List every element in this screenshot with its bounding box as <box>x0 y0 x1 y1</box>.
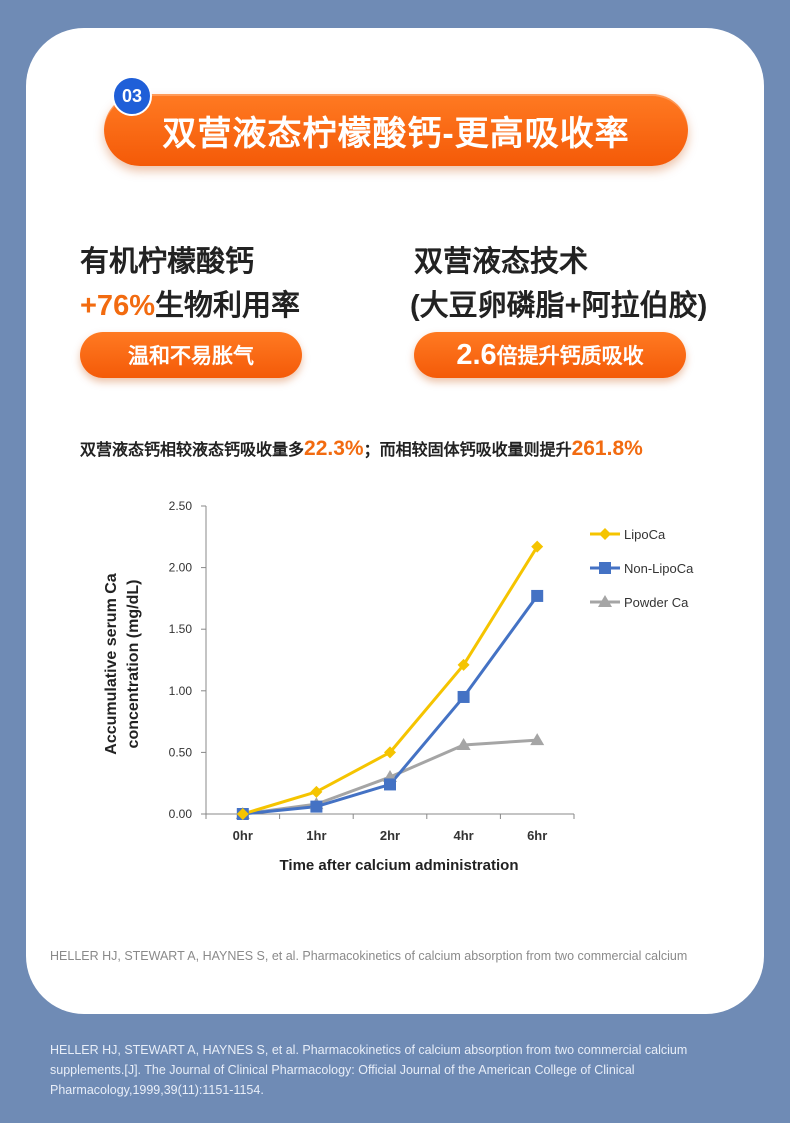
data-point-lipoca <box>457 658 470 671</box>
legend-marker <box>598 595 612 607</box>
summary-text-2: ；而相较固体钙吸收量则提升 <box>363 442 572 459</box>
right-feature-subtitle: (大豆卵磷脂+阿拉伯胶) <box>410 290 708 322</box>
left-feature-title: 有机柠檬酸钙 <box>80 246 255 278</box>
x-tick-label: 0hr <box>233 828 253 843</box>
bioavailability-label: 生物利用率 <box>154 290 300 322</box>
gentle-pill: 温和不易胀气 <box>80 332 302 378</box>
absorption-chart: Accumulative serum Ca concentration (mg/… <box>92 488 712 888</box>
reference-inline: HELLER HJ, STEWART A, HAYNES S, et al. P… <box>50 949 688 963</box>
legend-label: LipoCa <box>624 527 666 542</box>
reference-full: HELLER HJ, STEWART A, HAYNES S, et al. P… <box>50 1043 688 1097</box>
data-point-non-lipoca <box>310 800 323 813</box>
data-point-lipoca <box>310 785 323 798</box>
y-tick-label: 1.50 <box>169 622 193 636</box>
x-tick-label: 2hr <box>380 828 400 843</box>
y-tick-label: 0.50 <box>169 745 193 759</box>
y-tick-label: 1.00 <box>169 684 193 698</box>
data-point-non-lipoca <box>457 690 470 703</box>
data-point-lipoca <box>531 540 544 553</box>
legend-label: Powder Ca <box>624 595 689 610</box>
legend-label: Non-LipoCa <box>624 561 694 576</box>
x-tick-label: 6hr <box>527 828 547 843</box>
data-point-lipoca <box>236 808 249 820</box>
data-point-powder-ca <box>530 733 545 746</box>
y-axis-label-line2: concentration (mg/dL) <box>125 580 142 749</box>
y-axis-label-line1: Accumulative serum Ca <box>103 573 120 755</box>
section-number-badge: 03 <box>112 76 152 116</box>
comparison-summary: 双营液态钙相较液态钙吸收量多22.3%；而相较固体钙吸收量则提升261.8% <box>80 436 720 461</box>
summary-text-1: 双营液态钙相较液态钙吸收量多 <box>80 442 305 459</box>
data-point-lipoca <box>384 746 396 759</box>
data-point-powder-ca <box>456 738 471 751</box>
title-banner: 双营液态柠檬酸钙-更高吸收率 <box>104 94 688 166</box>
chart-svg: Accumulative serum Ca concentration (mg/… <box>103 499 694 874</box>
absorption-pill: 2.6 倍提升钙质吸收 <box>414 332 686 378</box>
x-axis-label: Time after calcium administration <box>280 857 519 874</box>
left-feature-subtitle: +76%生物利用率 <box>80 282 300 324</box>
right-feature-title: 双营液态技术 <box>414 246 589 278</box>
legend-marker <box>599 562 611 574</box>
data-point-non-lipoca <box>531 589 544 602</box>
summary-value-1: 22.3% <box>304 437 364 460</box>
x-tick-label: 4hr <box>453 828 473 843</box>
data-point-non-lipoca <box>384 778 396 791</box>
y-tick-label: 2.50 <box>169 499 193 513</box>
absorption-multiplier: 2.6 <box>456 338 497 371</box>
y-tick-label: 2.00 <box>169 561 193 575</box>
summary-value-2: 261.8% <box>571 437 643 460</box>
y-tick-label: 0.00 <box>169 807 193 821</box>
bioavailability-value: +76% <box>80 290 155 322</box>
content-card <box>26 28 764 1014</box>
absorption-pill-label: 倍提升钙质吸收 <box>496 345 644 368</box>
x-tick-label: 1hr <box>306 828 326 843</box>
legend-marker <box>599 528 611 540</box>
